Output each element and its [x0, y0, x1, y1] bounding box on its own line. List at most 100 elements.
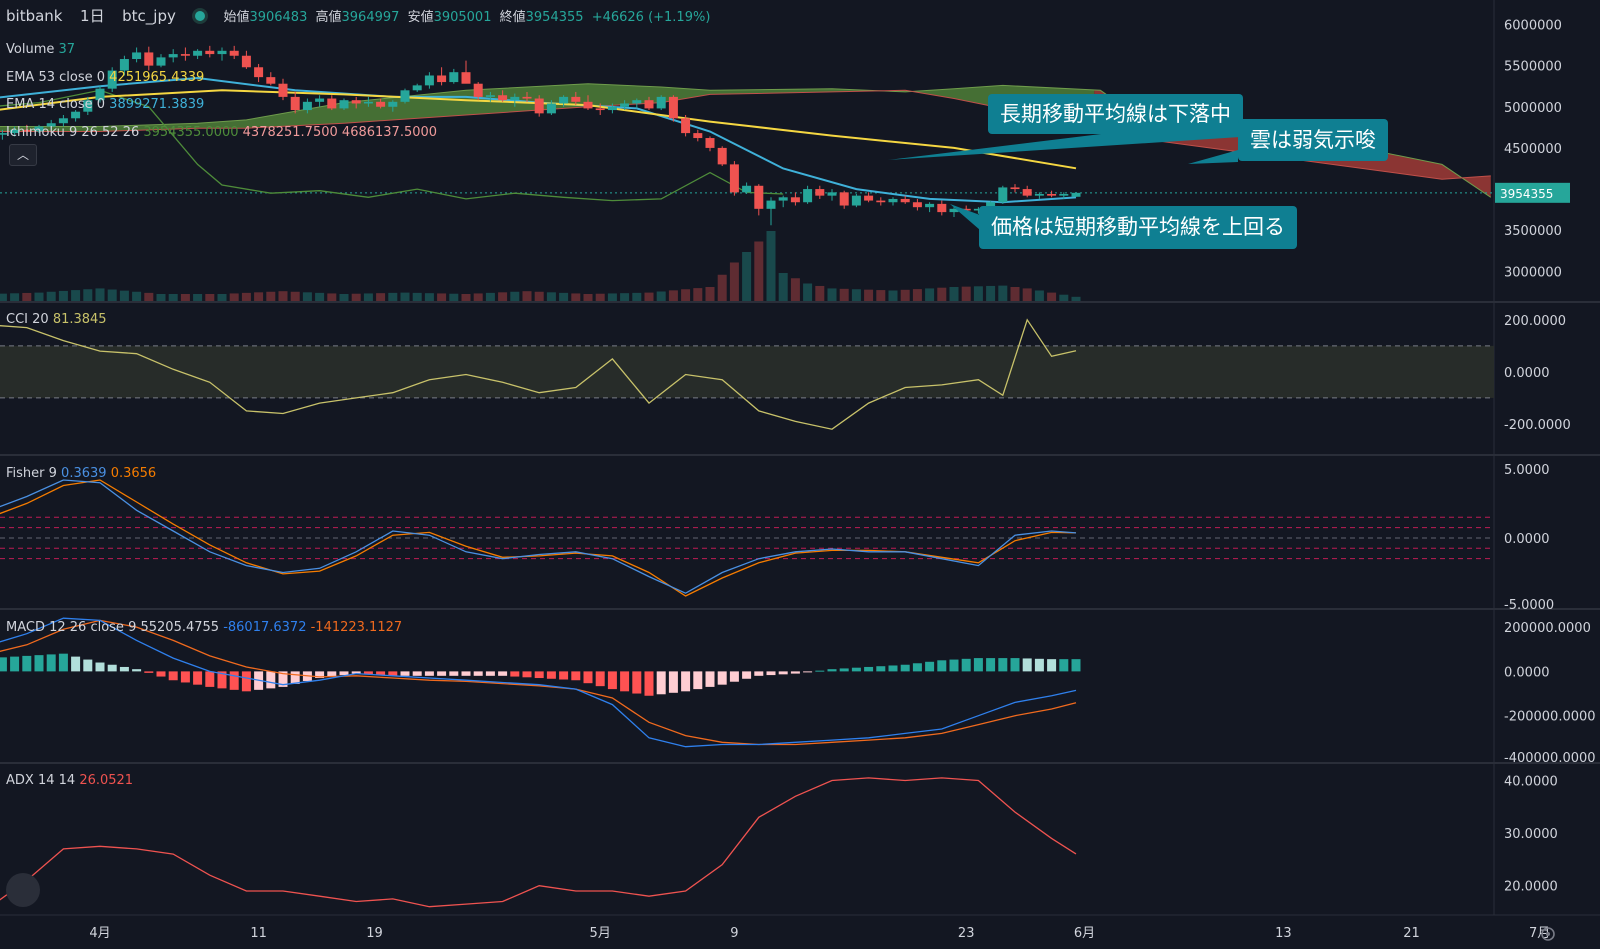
candle	[424, 72, 434, 89]
candle-body	[583, 101, 593, 109]
candle	[1034, 192, 1044, 199]
candle	[876, 197, 886, 206]
ichimoku-legend[interactable]: Ichimoku 9 26 52 26 3954355.0000 4378251…	[6, 119, 437, 147]
low-value: 3905001	[433, 10, 492, 25]
macd-histogram-bar	[778, 671, 788, 675]
macd-histogram-bar	[961, 658, 971, 672]
callout-cloud-pointer	[1188, 150, 1238, 164]
candle	[400, 88, 410, 104]
candle	[205, 45, 215, 58]
macd-histogram-bar	[705, 671, 715, 687]
candle-body	[998, 187, 1008, 203]
callout-cloud[interactable]: 雲は弱気示唆	[1238, 119, 1388, 161]
tradingview-logo-icon[interactable]	[6, 873, 40, 907]
callout-long-ma[interactable]: 長期移動平均線は下落中	[988, 94, 1243, 134]
volume-bar	[424, 293, 434, 301]
candle-body	[1022, 189, 1032, 196]
ema53-legend[interactable]: EMA 53 close 0 4251965.4339	[6, 64, 437, 92]
candle-body	[34, 126, 44, 132]
symbol[interactable]: btc_jpy	[122, 7, 176, 25]
macd-signal-line	[0, 619, 1077, 746]
macd-histogram-bar	[998, 658, 1008, 672]
macd-histogram-bar	[388, 671, 398, 676]
candle-body	[10, 129, 20, 134]
candle	[571, 91, 581, 106]
candle	[473, 82, 483, 101]
macd-histogram-bar	[180, 671, 190, 683]
candle	[998, 185, 1008, 204]
settings-gear-icon[interactable]	[1541, 927, 1555, 941]
candle-body	[888, 198, 898, 203]
macd-histogram-bar	[851, 667, 861, 672]
volume-bar	[778, 273, 788, 301]
macd-histogram-bar	[193, 671, 203, 685]
candle-body	[424, 75, 434, 86]
volume-bar	[449, 293, 459, 301]
price-tick-label: 6000000	[1504, 18, 1562, 33]
candle	[900, 195, 910, 204]
cci-legend[interactable]: CCI 20 81.3845	[6, 312, 107, 327]
macd-histogram-bar	[595, 671, 605, 687]
volume-bar	[742, 252, 752, 301]
macd-histogram-bar	[144, 671, 154, 673]
volume-bar	[949, 287, 959, 301]
candle-body	[1010, 187, 1020, 190]
candle	[925, 202, 935, 213]
volume-bar	[656, 291, 666, 301]
cci-legend-value: 81.3845	[52, 312, 107, 327]
volume-bar	[583, 294, 593, 301]
macd-histogram-bar	[1022, 658, 1032, 672]
macd-histogram-bar	[266, 671, 276, 689]
volume-bar	[437, 293, 447, 301]
volume-bar	[839, 288, 849, 301]
chevron-up-icon: ︿	[16, 148, 29, 162]
fisher-legend-value: 0.3639	[61, 466, 107, 481]
adx-legend[interactable]: ADX 14 14 26.0521	[6, 773, 133, 788]
candle	[766, 197, 776, 226]
candle-body	[156, 57, 166, 66]
candle-body	[58, 118, 68, 124]
candle-body	[83, 100, 93, 112]
change-value: +46626 (+1.19%)	[591, 10, 711, 25]
candle-body	[217, 50, 227, 55]
volume-legend[interactable]: Volume 37	[6, 36, 437, 64]
ema14-legend[interactable]: EMA 14 close 0 3899271.3839	[6, 91, 437, 119]
interval[interactable]: 1日	[80, 7, 105, 25]
fisher-legend[interactable]: Fisher 9 0.3639 0.3656	[6, 466, 156, 481]
macd-legend[interactable]: MACD 12 26 close 9 55205.4755 -86017.637…	[6, 620, 402, 635]
macd-histogram-bar	[876, 666, 886, 672]
volume-bar	[412, 292, 422, 301]
volume-bar	[607, 293, 617, 301]
candle-body	[742, 185, 752, 193]
candle-body	[949, 208, 959, 213]
price-tick-label: 5000000	[1504, 101, 1562, 116]
collapse-legend-button[interactable]: ︿	[9, 144, 37, 166]
macd-histogram-bar	[0, 657, 7, 672]
macd-histogram-bar	[668, 671, 678, 693]
volume-bar	[571, 293, 581, 301]
candle	[522, 91, 532, 102]
candle-body	[851, 195, 861, 206]
macd-histogram-bar	[912, 663, 922, 672]
macd-histogram-bar	[632, 671, 642, 694]
candle	[742, 182, 752, 195]
fisher-trigger-line	[0, 479, 1077, 597]
candle	[717, 146, 727, 167]
macd-histogram-bar	[1059, 659, 1069, 672]
callout-price-pointer	[950, 204, 980, 230]
volume-bar	[1022, 288, 1032, 301]
candle	[58, 114, 68, 127]
price-tick-label: 3000000	[1504, 265, 1562, 280]
callout-price[interactable]: 価格は短期移動平均線を上回る	[979, 206, 1297, 249]
volume-bar	[961, 286, 971, 301]
cci-band	[0, 345, 1494, 398]
volume-bar	[83, 289, 93, 301]
candle	[217, 47, 227, 61]
volume-bar	[302, 292, 312, 301]
macd-histogram-bar	[949, 659, 959, 672]
candle	[254, 63, 264, 83]
candle-body	[961, 208, 971, 211]
macd-histogram-bar	[681, 671, 691, 692]
